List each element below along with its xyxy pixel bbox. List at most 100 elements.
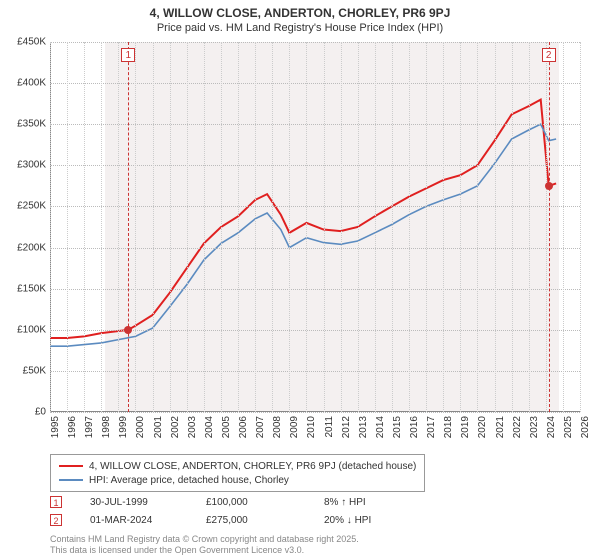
row-delta: 8% ↑ HPI — [324, 497, 414, 508]
gridline-vertical — [580, 42, 581, 412]
gridline-vertical — [153, 42, 154, 412]
series-svg — [50, 42, 580, 412]
x-tick-label: 2003 — [187, 416, 198, 438]
gridline-vertical — [495, 42, 496, 412]
chart-subtitle: Price paid vs. HM Land Registry's House … — [0, 22, 600, 34]
gridline-vertical — [409, 42, 410, 412]
marker-label-box: 2 — [542, 48, 556, 62]
row-delta: 20% ↓ HPI — [324, 515, 414, 526]
y-tick-label: £0 — [35, 407, 46, 418]
x-axis: 1995199619971998199920002001200220032004… — [50, 412, 580, 450]
x-tick-label: 1997 — [84, 416, 95, 438]
x-tick-label: 1995 — [50, 416, 61, 438]
gridline-vertical — [255, 42, 256, 412]
x-tick-label: 2021 — [495, 416, 506, 438]
y-tick-label: £300K — [17, 160, 46, 171]
y-axis: £0£50K£100K£150K£200K£250K£300K£350K£400… — [0, 42, 50, 412]
gridline-vertical — [563, 42, 564, 412]
chart-title-block: 4, WILLOW CLOSE, ANDERTON, CHORLEY, PR6 … — [0, 0, 600, 34]
gridline-vertical — [118, 42, 119, 412]
gridline-vertical — [375, 42, 376, 412]
x-tick-label: 2018 — [443, 416, 454, 438]
row-price: £100,000 — [206, 497, 296, 508]
legend-item: HPI: Average price, detached house, Chor… — [59, 473, 416, 487]
gridline-vertical — [529, 42, 530, 412]
gridline-vertical — [460, 42, 461, 412]
legend-swatch-hpi — [59, 479, 83, 481]
gridline-vertical — [324, 42, 325, 412]
x-tick-label: 2012 — [341, 416, 352, 438]
transaction-row: 1 30-JUL-1999 £100,000 8% ↑ HPI — [50, 494, 414, 510]
gridline-vertical — [392, 42, 393, 412]
x-tick-label: 2019 — [460, 416, 471, 438]
gridline-vertical — [84, 42, 85, 412]
row-date: 30-JUL-1999 — [90, 497, 178, 508]
gridline-horizontal — [50, 289, 580, 290]
footer-line: Contains HM Land Registry data © Crown c… — [50, 534, 359, 545]
gridline-vertical — [221, 42, 222, 412]
gridline-horizontal — [50, 165, 580, 166]
marker-vline — [128, 42, 129, 412]
x-tick-label: 1998 — [101, 416, 112, 438]
gridline-vertical — [135, 42, 136, 412]
gridline-horizontal — [50, 124, 580, 125]
x-tick-label: 2014 — [375, 416, 386, 438]
marker-dot — [545, 182, 553, 190]
x-tick-label: 2010 — [306, 416, 317, 438]
gridline-horizontal — [50, 248, 580, 249]
y-tick-label: £50K — [23, 365, 46, 376]
x-tick-label: 2020 — [477, 416, 488, 438]
y-tick-label: £400K — [17, 78, 46, 89]
legend-item: 4, WILLOW CLOSE, ANDERTON, CHORLEY, PR6 … — [59, 459, 416, 473]
y-tick-label: £100K — [17, 324, 46, 335]
x-tick-label: 2000 — [135, 416, 146, 438]
gridline-vertical — [101, 42, 102, 412]
chart-plot-area: 12 — [50, 42, 580, 412]
x-tick-label: 2007 — [255, 416, 266, 438]
gridline-vertical — [426, 42, 427, 412]
x-tick-label: 2025 — [563, 416, 574, 438]
x-tick-label: 2023 — [529, 416, 540, 438]
gridline-vertical — [477, 42, 478, 412]
x-tick-label: 1999 — [118, 416, 129, 438]
legend: 4, WILLOW CLOSE, ANDERTON, CHORLEY, PR6 … — [50, 454, 425, 492]
x-tick-label: 2008 — [272, 416, 283, 438]
gridline-vertical — [272, 42, 273, 412]
gridline-vertical — [443, 42, 444, 412]
x-tick-label: 1996 — [67, 416, 78, 438]
x-tick-label: 2015 — [392, 416, 403, 438]
row-date: 01-MAR-2024 — [90, 515, 178, 526]
x-tick-label: 2022 — [512, 416, 523, 438]
legend-swatch-property — [59, 465, 83, 467]
gridline-vertical — [289, 42, 290, 412]
gridline-vertical — [512, 42, 513, 412]
x-tick-label: 2011 — [324, 416, 335, 438]
series-line-hpi — [50, 124, 556, 346]
gridline-vertical — [306, 42, 307, 412]
y-tick-label: £150K — [17, 283, 46, 294]
row-price: £275,000 — [206, 515, 296, 526]
gridline-vertical — [50, 42, 51, 412]
x-tick-label: 2013 — [358, 416, 369, 438]
x-tick-label: 2006 — [238, 416, 249, 438]
legend-label: 4, WILLOW CLOSE, ANDERTON, CHORLEY, PR6 … — [89, 461, 416, 472]
x-tick-label: 2017 — [426, 416, 437, 438]
attribution-footer: Contains HM Land Registry data © Crown c… — [50, 534, 359, 556]
legend-label: HPI: Average price, detached house, Chor… — [89, 475, 289, 486]
gridline-vertical — [546, 42, 547, 412]
gridline-horizontal — [50, 206, 580, 207]
x-tick-label: 2009 — [289, 416, 300, 438]
marker-label-box: 1 — [121, 48, 135, 62]
transaction-table: 1 30-JUL-1999 £100,000 8% ↑ HPI 2 01-MAR… — [50, 494, 414, 530]
row-marker: 2 — [50, 514, 62, 526]
y-tick-label: £250K — [17, 201, 46, 212]
y-tick-label: £350K — [17, 119, 46, 130]
gridline-vertical — [170, 42, 171, 412]
series-line-property — [50, 100, 556, 338]
gridline-vertical — [67, 42, 68, 412]
row-marker: 1 — [50, 496, 62, 508]
y-tick-label: £200K — [17, 242, 46, 253]
y-tick-label: £450K — [17, 37, 46, 48]
gridline-horizontal — [50, 83, 580, 84]
gridline-vertical — [341, 42, 342, 412]
